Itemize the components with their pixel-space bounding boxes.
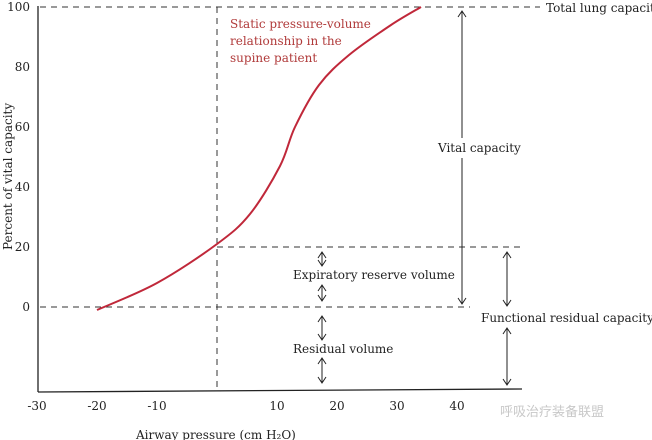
x-tick-label: 10 [269,399,284,413]
rv-upper-arrow-head-down [317,333,327,341]
y-tick-label: 0 [22,300,30,314]
x-axis-label: Airway pressure (cm H₂O) [135,428,296,440]
erv-lower-arrow-head-up [317,284,327,292]
series-label: Static pressure-volume relationship in t… [230,17,375,65]
residual-volume-label: Residual volume [293,342,393,356]
frc-upper-arrow-head-down [502,299,512,307]
total-lung-capacity-label: Total lung capacity [546,1,652,15]
series-label-line: Static pressure-volume [230,17,371,31]
frc-upper-arrow-head-up [502,251,512,259]
y-tick-label: 60 [15,120,30,134]
y-tick-label: 100 [7,0,30,14]
y-tick-label: 40 [15,180,30,194]
x-tick-label: -20 [87,399,106,413]
erv-upper-arrow-head-up [317,251,327,259]
y-tick-label: 80 [15,60,30,74]
rv-lower-arrow-head-down [317,376,327,384]
x-axis [37,388,523,393]
x-tick-label: 40 [449,399,464,413]
erv-upper-arrow-head-down [317,259,327,267]
x-tick-label: -10 [147,399,166,413]
frc-lower-arrow-head-down [502,378,512,386]
erv-lower-arrow-head-down [317,294,327,302]
series-label-line: supine patient [230,51,317,65]
y-axis-label: Percent of vital capacity [1,103,15,250]
rv-upper-arrow-head-up [317,315,327,323]
x-tick-label: -30 [27,399,46,413]
vital-capacity-label: Vital capacity [437,141,521,155]
x-tick-label: 30 [389,399,404,413]
vital-capacity-arrow-head-up [457,10,467,18]
x-tick-label: 20 [329,399,344,413]
series-label-line: relationship in the [230,34,342,48]
y-tick-label: 20 [15,240,30,254]
functional-residual-capacity-label: Functional residual capacity [481,311,652,325]
watermark: 呼吸治疗装备联盟 [500,404,604,420]
pressure-volume-curve [96,6,422,311]
vital-capacity-arrow-head-down [457,297,467,305]
rv-lower-arrow-head-up [317,357,327,365]
frc-lower-arrow-head-up [502,327,512,335]
expiratory-reserve-volume-label: Expiratory reserve volume [293,268,455,282]
